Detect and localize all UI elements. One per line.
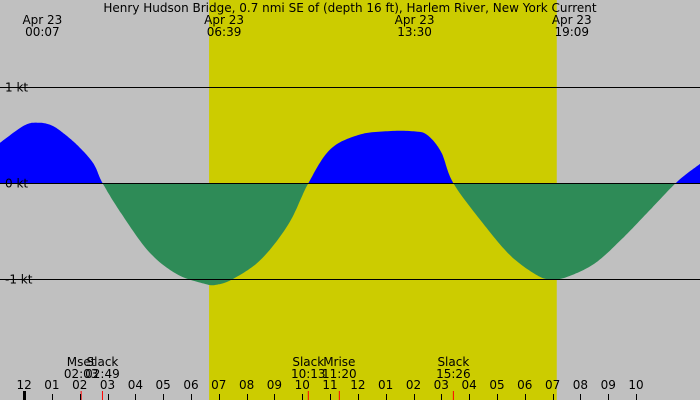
hour-tick-label: 08: [239, 378, 254, 392]
y-tick-label: 0 kt: [5, 177, 28, 191]
event-time: 10:13: [291, 367, 326, 381]
chart-title: Henry Hudson Bridge, 0.7 nmi SE of (dept…: [103, 1, 597, 15]
hour-tick-label: 12: [16, 378, 31, 392]
top-date-label: Apr 23: [204, 13, 244, 27]
top-time-label: 13:30: [397, 25, 432, 39]
flood-area: [0, 122, 103, 184]
flood-area: [308, 130, 454, 184]
hour-tick-label: 07: [211, 378, 226, 392]
hour-tick-label: 10: [628, 378, 643, 392]
hour-tick-label: 07: [545, 378, 560, 392]
hour-tick-label: 11: [322, 378, 337, 392]
top-time-label: 19:09: [554, 25, 589, 39]
hour-tick-label: 09: [267, 378, 282, 392]
hour-tick-label: 04: [128, 378, 143, 392]
hour-tick-label: 01: [44, 378, 59, 392]
hour-tick-label: 02: [406, 378, 421, 392]
hour-tick-label: 05: [156, 378, 171, 392]
event-time: 02:49: [85, 367, 120, 381]
event-name: Slack: [87, 355, 119, 369]
event-time: 02:03: [64, 367, 99, 381]
hour-tick-label: 03: [100, 378, 115, 392]
ebb-area: [102, 183, 309, 286]
hour-tick-label: 10: [295, 378, 310, 392]
hour-tick-label: 05: [489, 378, 504, 392]
hour-tick-label: 09: [601, 378, 616, 392]
y-axis-labels: 1 kt 0 kt -1 kt: [5, 81, 33, 287]
event-name: Mrise: [323, 355, 355, 369]
event-name: Mset: [67, 355, 96, 369]
top-time-label: 06:39: [207, 25, 242, 39]
y-tick-label: 1 kt: [5, 81, 28, 95]
event-name: Slack: [292, 355, 324, 369]
top-time-label: 00:07: [25, 25, 60, 39]
flood-area: [675, 163, 700, 184]
event-labels: Mset02:03Slack02:49Slack10:13Mrise11:20S…: [64, 355, 471, 400]
top-date-label: Apr 23: [22, 13, 62, 27]
hour-axis: 12 01 02 03 04 05 06 07 08 09 10 11 12 01 02 03 04 05 06 07…: [16, 378, 644, 400]
hour-tick-label: 04: [462, 378, 477, 392]
hour-tick-label: 03: [434, 378, 449, 392]
event-time: 11:20: [322, 367, 357, 381]
hour-tick-label: 01: [378, 378, 393, 392]
hour-tick-label: 06: [183, 378, 198, 392]
event-time: 15:26: [436, 367, 471, 381]
y-tick-label: -1 kt: [5, 273, 33, 287]
event-name: Slack: [437, 355, 469, 369]
hour-tick-label: 12: [350, 378, 365, 392]
hour-tick-label: 02: [72, 378, 87, 392]
top-date-label: Apr 23: [552, 13, 592, 27]
ebb-area: [453, 183, 676, 280]
hour-tick-label: 08: [573, 378, 588, 392]
hour-tick-label: 06: [517, 378, 532, 392]
grid-lines: [0, 87, 700, 280]
current-area: [0, 122, 700, 286]
top-date-label: Apr 23: [395, 13, 435, 27]
